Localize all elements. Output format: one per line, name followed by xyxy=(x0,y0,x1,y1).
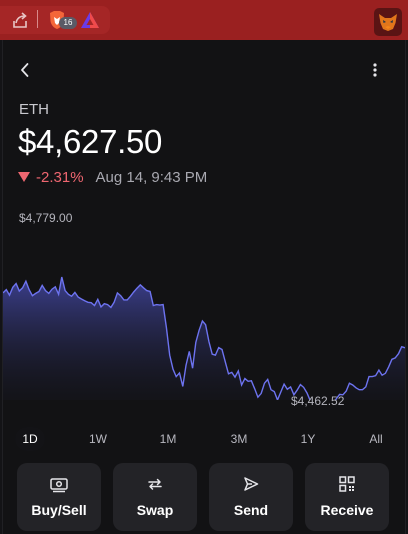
buy-sell-button[interactable]: Buy/Sell xyxy=(17,463,101,531)
share-icon[interactable] xyxy=(8,8,32,32)
range-tab-1d[interactable]: 1D xyxy=(15,427,45,451)
receive-button[interactable]: Receive xyxy=(305,463,389,531)
send-icon xyxy=(244,477,259,491)
price-down-arrow-icon xyxy=(18,172,30,182)
price-change-percent: -2.31% xyxy=(36,168,84,186)
receive-label: Receive xyxy=(320,502,374,518)
price-change-row: -2.31% Aug 14, 9:43 PM xyxy=(18,168,207,186)
range-tab-3m[interactable]: 3M xyxy=(230,432,248,446)
toolbar-extensions-group: 16 xyxy=(0,6,110,34)
qr-code-icon xyxy=(339,476,355,492)
price-chart[interactable] xyxy=(3,220,405,400)
asset-detail-panel: ETH $4,627.50 -2.31% Aug 14, 9:43 PM $4,… xyxy=(2,40,406,534)
range-tab-all[interactable]: All xyxy=(369,432,383,446)
banknote-icon xyxy=(50,478,68,493)
time-range-selector: 1D 1W 1M 3M 1Y All xyxy=(3,427,405,453)
price-timestamp: Aug 14, 9:43 PM xyxy=(95,168,208,186)
brave-rewards-triangle-icon[interactable] xyxy=(78,8,102,32)
send-button[interactable]: Send xyxy=(209,463,293,531)
extension-count-badge: 16 xyxy=(59,17,77,29)
browser-toolbar: 16 xyxy=(0,0,408,40)
back-arrow-icon[interactable] xyxy=(15,60,35,80)
chart-low-label: $4,462.52 xyxy=(291,394,345,408)
range-tab-1m[interactable]: 1M xyxy=(159,432,177,446)
send-label: Send xyxy=(233,502,269,518)
toolbar-divider xyxy=(37,10,38,28)
chart-area-fill xyxy=(3,277,405,400)
asset-symbol: ETH xyxy=(19,101,49,118)
swap-label: Swap xyxy=(136,502,174,518)
wallet-extension-button[interactable] xyxy=(374,8,402,36)
metamask-fox-icon xyxy=(379,14,397,31)
range-tab-1y[interactable]: 1Y xyxy=(300,432,316,446)
chart-price-line xyxy=(3,276,405,400)
swap-arrows-icon xyxy=(148,478,162,490)
chart-high-label: $4,779.00 xyxy=(19,211,73,225)
swap-button[interactable]: Swap xyxy=(113,463,197,531)
range-tab-1w[interactable]: 1W xyxy=(89,432,107,446)
asset-price: $4,627.50 xyxy=(18,123,163,160)
action-buttons-row: Buy/Sell Swap Send xyxy=(17,463,389,531)
buy-sell-label: Buy/Sell xyxy=(31,502,87,518)
more-options-icon[interactable] xyxy=(365,60,385,80)
